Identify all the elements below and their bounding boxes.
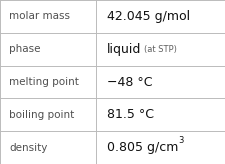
Text: 3: 3 (178, 136, 183, 145)
Text: −48 °C: −48 °C (107, 75, 152, 89)
Text: (at STP): (at STP) (143, 45, 176, 54)
Text: 0.805 g/cm: 0.805 g/cm (107, 141, 178, 154)
Text: liquid: liquid (107, 43, 141, 56)
Text: 81.5 °C: 81.5 °C (107, 108, 154, 121)
Text: boiling point: boiling point (9, 110, 74, 120)
Text: molar mass: molar mass (9, 11, 70, 21)
Text: density: density (9, 143, 47, 153)
Text: melting point: melting point (9, 77, 79, 87)
Text: phase: phase (9, 44, 40, 54)
Text: 42.045 g/mol: 42.045 g/mol (107, 10, 190, 23)
